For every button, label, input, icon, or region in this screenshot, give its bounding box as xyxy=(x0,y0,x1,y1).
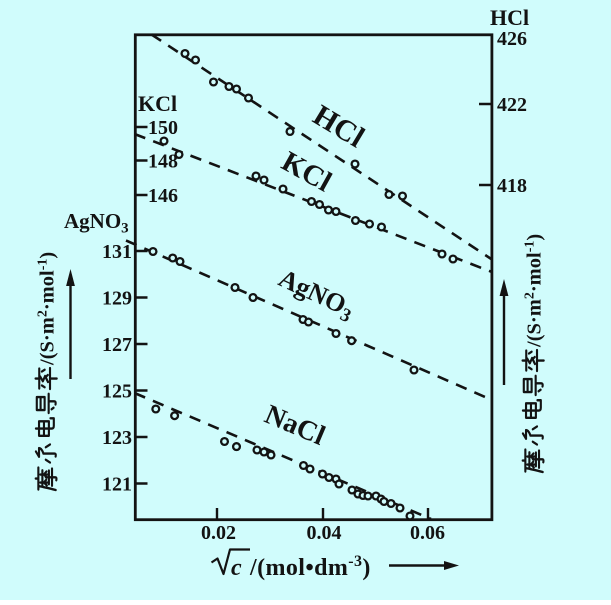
svg-text:426: 426 xyxy=(497,28,527,50)
svg-text:422: 422 xyxy=(497,94,527,116)
svg-text:129: 129 xyxy=(102,288,132,310)
svg-text:0.06: 0.06 xyxy=(410,522,445,544)
svg-text:418: 418 xyxy=(497,175,527,197)
svg-text:125: 125 xyxy=(102,381,132,403)
svg-text:KCl: KCl xyxy=(138,91,177,116)
svg-text:127: 127 xyxy=(102,334,132,356)
svg-text:148: 148 xyxy=(148,151,178,173)
svg-text:0.02: 0.02 xyxy=(201,522,236,544)
svg-text:150: 150 xyxy=(148,117,178,139)
svg-text:/(S·m2·mol-1): /(S·m2·mol-1) xyxy=(36,252,59,366)
svg-text:HCl: HCl xyxy=(490,5,529,30)
svg-text:131: 131 xyxy=(102,241,132,263)
svg-text:/(S·m2·mol-1): /(S·m2·mol-1) xyxy=(523,234,546,348)
svg-text:121: 121 xyxy=(102,474,132,496)
svg-text:123: 123 xyxy=(102,427,132,449)
svg-text:146: 146 xyxy=(148,185,178,207)
svg-text:0.04: 0.04 xyxy=(307,522,342,544)
svg-text:c: c xyxy=(231,555,242,581)
svg-text:AgNO3: AgNO3 xyxy=(64,209,129,237)
